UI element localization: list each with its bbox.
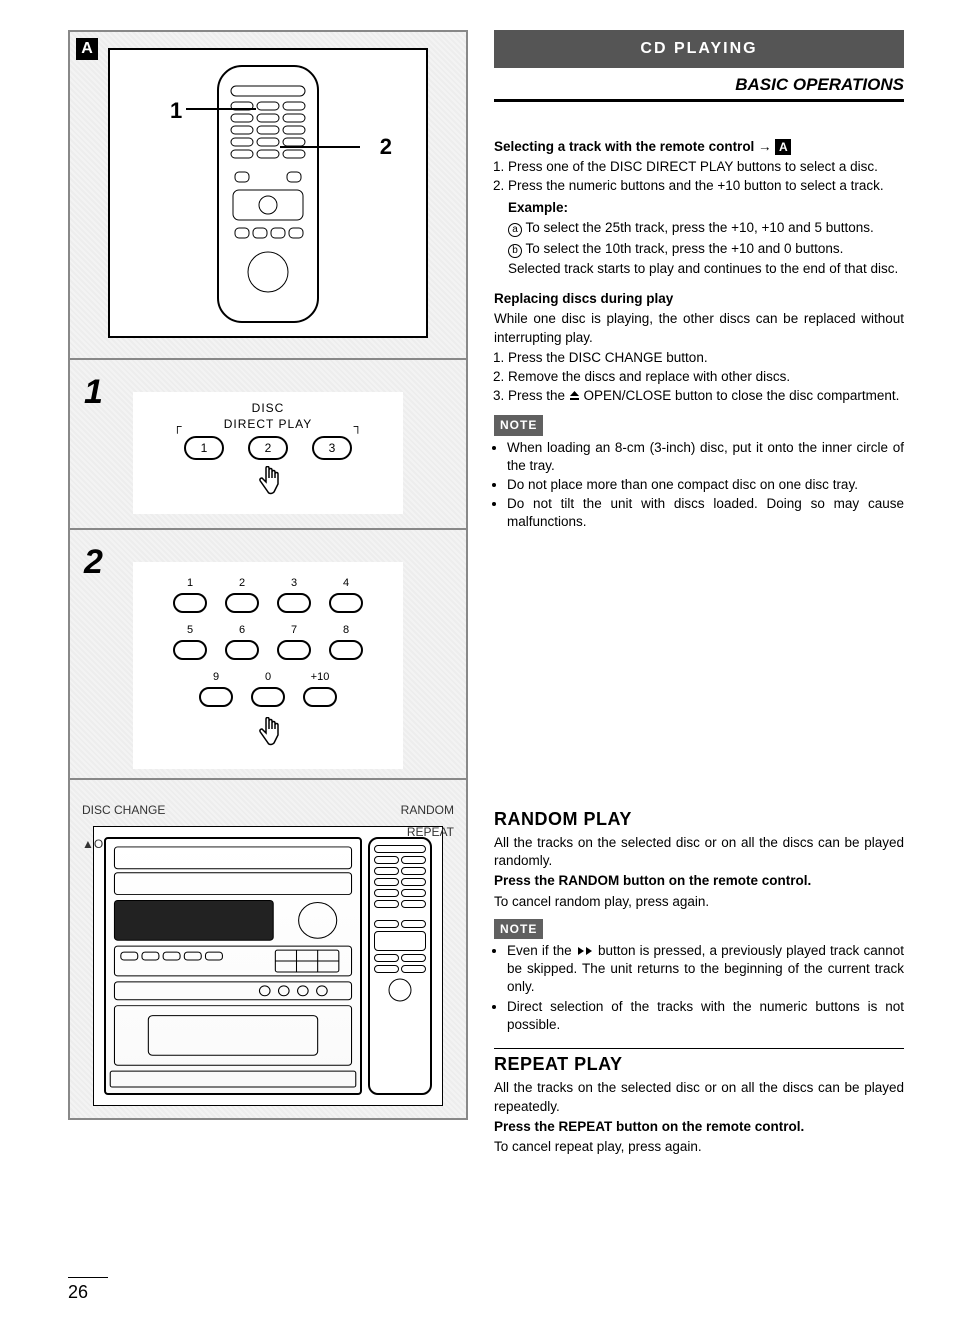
- disc-btn-1: 1: [184, 436, 224, 460]
- disc-btn-2: 2: [248, 436, 288, 460]
- sec2-step3: Press the OPEN/CLOSE button to close the…: [508, 387, 904, 405]
- random-label: RANDOM: [401, 802, 454, 818]
- callout-1: 1: [170, 96, 182, 126]
- hand-icon: [133, 717, 403, 751]
- sec1-step1: Press one of the DISC DIRECT PLAY button…: [508, 158, 904, 176]
- ref-box-a: A: [775, 139, 791, 155]
- disc-label: DISC: [133, 400, 403, 416]
- step-number-1: 1: [84, 370, 103, 416]
- random-play-head: RANDOM PLAY: [494, 804, 904, 831]
- direct-play-label: DIRECT PLAY: [224, 417, 313, 431]
- repeat-cancel: To cancel repeat play, press again.: [494, 1138, 904, 1156]
- sec1-steps: Press one of the DISC DIRECT PLAY button…: [494, 158, 904, 195]
- repeat-label: REPEAT: [407, 824, 454, 840]
- panel-step1: 1 DISC ┌ DIRECT PLAY ┐ 1 2 3: [68, 360, 468, 530]
- random-cmd: Press the RANDOM button on the remote co…: [494, 872, 904, 890]
- random-intro: All the tracks on the selected disc or o…: [494, 834, 904, 870]
- note1-item: Do not tilt the unit with discs loaded. …: [507, 495, 904, 531]
- step-number-2: 2: [84, 540, 103, 586]
- panel-remote: A: [68, 30, 468, 360]
- random-notes: Even if the button is pressed, a previou…: [494, 942, 904, 1034]
- example-a: a To select the 25th track, press the +1…: [508, 219, 904, 237]
- panel-stereo: DISC CHANGE ▲OPEN/ CLOSE RANDOM REPEAT: [68, 780, 468, 1120]
- rewind-icon: [576, 943, 594, 958]
- note1-list: When loading an 8-cm (3-inch) disc, put …: [494, 439, 904, 532]
- disc-change-label: DISC CHANGE: [82, 802, 165, 818]
- example-label: Example:: [508, 199, 904, 217]
- example-b: b To select the 10th track, press the +1…: [508, 240, 904, 258]
- callout-2: 2: [380, 132, 392, 162]
- sec2-title: Replacing discs during play: [494, 290, 904, 308]
- sec2-step2: Remove the discs and replace with other …: [508, 368, 904, 386]
- panel-letter: A: [76, 38, 98, 60]
- random-note-a: Even if the button is pressed, a previou…: [507, 942, 904, 997]
- page-number: 26: [68, 1277, 108, 1304]
- stereo-unit-illustration: [104, 837, 362, 1095]
- disc-btn-3: 3: [312, 436, 352, 460]
- num-9: 9: [213, 670, 219, 685]
- num-2: 2: [239, 576, 245, 591]
- banner-cd-playing: CD PLAYING: [494, 30, 904, 68]
- panel-step2: 2 1 2 3 4 5 6 7 8 9 0 +10: [68, 530, 468, 780]
- num-7: 7: [291, 623, 297, 638]
- sec1-step2: Press the numeric buttons and the +10 bu…: [508, 177, 904, 195]
- hand-icon: [133, 466, 403, 500]
- repeat-cmd: Press the REPEAT button on the remote co…: [494, 1118, 904, 1136]
- num-5: 5: [187, 623, 193, 638]
- random-cancel: To cancel random play, press again.: [494, 893, 904, 911]
- diagram-column: A: [68, 30, 468, 1158]
- sec2-steps: Press the DISC CHANGE button. Remove the…: [494, 349, 904, 406]
- num-plus10: +10: [311, 670, 330, 685]
- text-column: CD PLAYING BASIC OPERATIONS Selecting a …: [494, 30, 904, 1158]
- note1-item: Do not place more than one compact disc …: [507, 476, 904, 494]
- num-3: 3: [291, 576, 297, 591]
- num-8: 8: [343, 623, 349, 638]
- note1-item: When loading an 8-cm (3-inch) disc, put …: [507, 439, 904, 475]
- num-0: 0: [265, 670, 271, 685]
- subtitle-basic-operations: BASIC OPERATIONS: [494, 74, 904, 102]
- num-1: 1: [187, 576, 193, 591]
- note-tag: NOTE: [494, 415, 543, 435]
- stereo-remote-illustration: [368, 837, 432, 1095]
- sec2-step1: Press the DISC CHANGE button.: [508, 349, 904, 367]
- random-note-b: Direct selection of the tracks with the …: [507, 998, 904, 1034]
- example-tail: Selected track starts to play and contin…: [508, 260, 904, 278]
- num-4: 4: [343, 576, 349, 591]
- repeat-play-head: REPEAT PLAY: [494, 1048, 904, 1076]
- eject-icon: [569, 387, 580, 405]
- sec2-intro: While one disc is playing, the other dis…: [494, 310, 904, 346]
- remote-illustration: [213, 64, 323, 324]
- note-tag: NOTE: [494, 919, 543, 939]
- repeat-intro: All the tracks on the selected disc or o…: [494, 1079, 904, 1115]
- num-6: 6: [239, 623, 245, 638]
- sec1-title-text: Selecting a track with the remote contro…: [494, 139, 772, 154]
- sec1-title: Selecting a track with the remote contro…: [494, 138, 904, 156]
